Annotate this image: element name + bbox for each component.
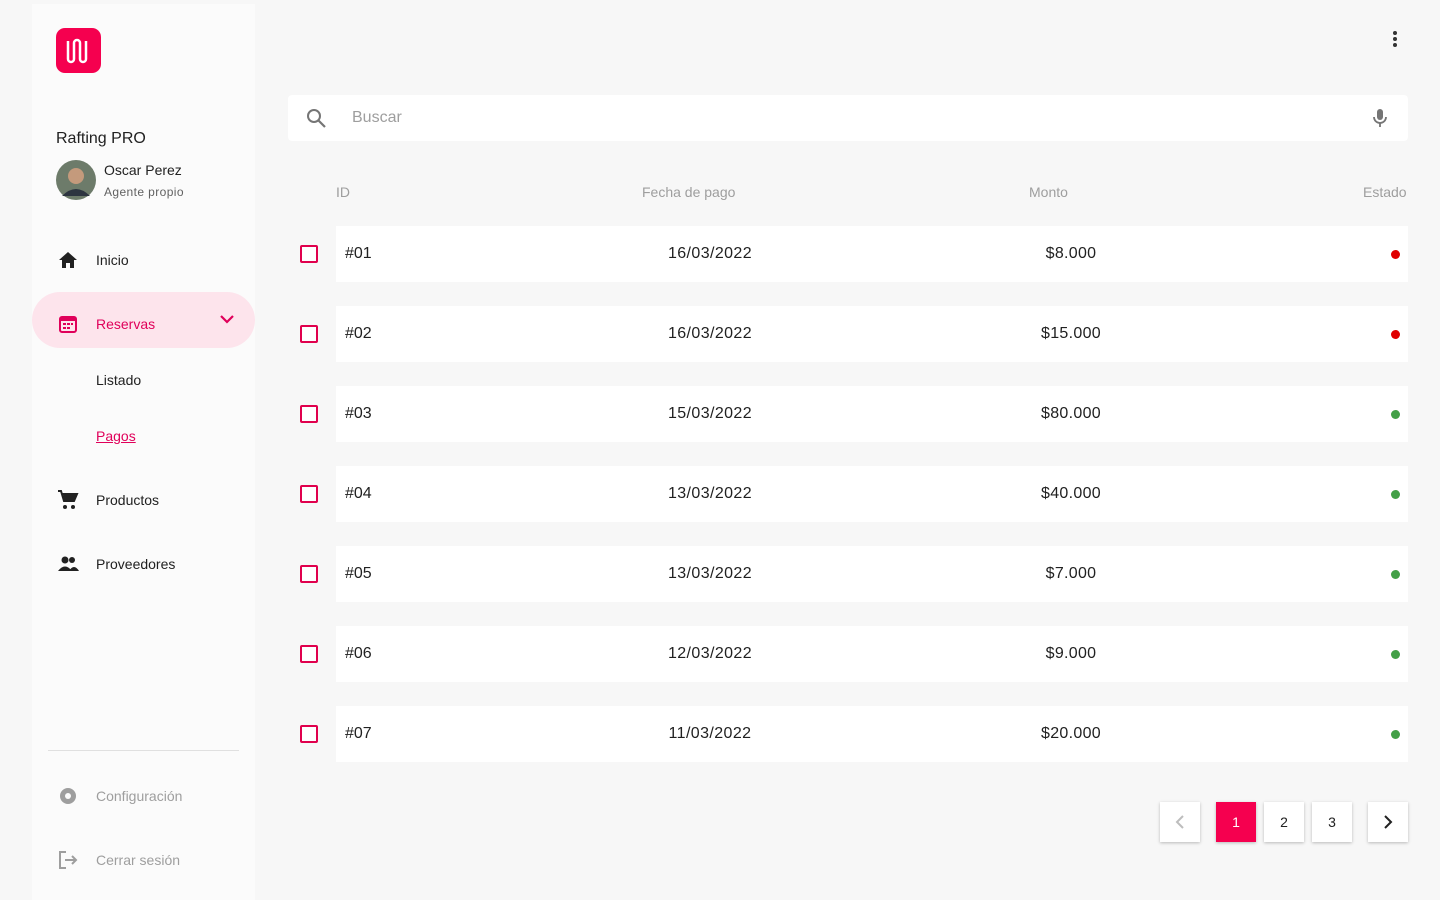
avatar [56, 160, 96, 200]
search-bar[interactable] [288, 95, 1408, 141]
checkbox[interactable] [300, 405, 318, 423]
nav-icon [56, 552, 80, 581]
app-name: Rafting PRO [56, 130, 146, 147]
chevron[interactable] [216, 308, 238, 335]
status-dot [1391, 650, 1400, 659]
cell-amount: $40.000 [1041, 485, 1101, 502]
column-header: Monto [1029, 184, 1068, 200]
cell-id: #05 [345, 565, 372, 582]
cell-amount: $8.000 [1045, 245, 1097, 262]
status-dot [1391, 570, 1400, 579]
nav-item[interactable]: Productos [96, 492, 160, 508]
column-header: ID [336, 184, 350, 200]
nav-item[interactable]: Reservas [96, 316, 156, 332]
cell-date: 16/03/2022 [667, 325, 753, 342]
table-row [336, 706, 1408, 762]
cell-id: #01 [345, 245, 372, 262]
search-icon [307, 109, 326, 128]
sub-nav-item[interactable]: Listado [96, 372, 142, 388]
table-row [336, 306, 1408, 362]
nav-icon [56, 488, 80, 517]
user-role: Agente propio [104, 185, 184, 199]
search-placeholder[interactable]: Buscar [352, 109, 402, 126]
cell-amount: $9.000 [1045, 645, 1097, 662]
mic-icon[interactable] [1368, 106, 1392, 130]
page-button[interactable]: 3 [1312, 802, 1352, 842]
status-dot [1391, 250, 1400, 259]
status-dot [1391, 330, 1400, 339]
table-row [336, 386, 1408, 442]
checkbox[interactable] [300, 645, 318, 663]
cell-id: #06 [345, 645, 372, 662]
status-dot [1391, 730, 1400, 739]
sub-nav-item[interactable]: Pagos [96, 428, 136, 444]
cell-id: #07 [345, 725, 372, 742]
cell-date: 13/03/2022 [667, 565, 753, 582]
checkbox[interactable] [300, 245, 318, 263]
page-next[interactable] [1368, 802, 1408, 842]
nav-item[interactable]: Proveedores [96, 556, 176, 572]
checkbox[interactable] [300, 565, 318, 583]
nav-icon [56, 784, 80, 813]
divider [48, 750, 239, 751]
nav-item[interactable]: Inicio [96, 252, 129, 268]
status-dot [1391, 410, 1400, 419]
cell-date: 12/03/2022 [667, 645, 753, 662]
cell-id: #02 [345, 325, 372, 342]
footer-nav-item[interactable]: Cerrar sesión [96, 852, 181, 868]
page-button[interactable]: 2 [1264, 802, 1304, 842]
cell-id: #03 [345, 405, 372, 422]
more-menu[interactable] [1383, 27, 1407, 51]
footer-nav-item[interactable]: Configuración [96, 788, 183, 804]
checkbox[interactable] [300, 725, 318, 743]
checkbox[interactable] [300, 325, 318, 343]
cell-date: 16/03/2022 [667, 245, 753, 262]
table-row [336, 226, 1408, 282]
table-row [336, 546, 1408, 602]
table-row [336, 626, 1408, 682]
logo [56, 28, 101, 73]
user-name: Oscar Perez [104, 162, 182, 178]
column-header: Estado [1363, 184, 1407, 200]
cell-amount: $20.000 [1041, 725, 1101, 742]
column-header: Fecha de pago [642, 184, 736, 200]
nav-icon [56, 312, 80, 341]
cell-date: 11/03/2022 [668, 725, 752, 742]
cell-date: 13/03/2022 [667, 485, 753, 502]
page-button[interactable]: 1 [1216, 802, 1256, 842]
page-prev[interactable] [1160, 802, 1200, 842]
cell-amount: $15.000 [1041, 325, 1101, 342]
status-dot [1391, 490, 1400, 499]
cell-amount: $80.000 [1041, 405, 1101, 422]
cell-date: 15/03/2022 [667, 405, 753, 422]
nav-icon [56, 848, 80, 877]
checkbox[interactable] [300, 485, 318, 503]
cell-id: #04 [345, 485, 372, 502]
cell-amount: $7.000 [1045, 565, 1097, 582]
table-row [336, 466, 1408, 522]
nav-icon [56, 248, 80, 277]
